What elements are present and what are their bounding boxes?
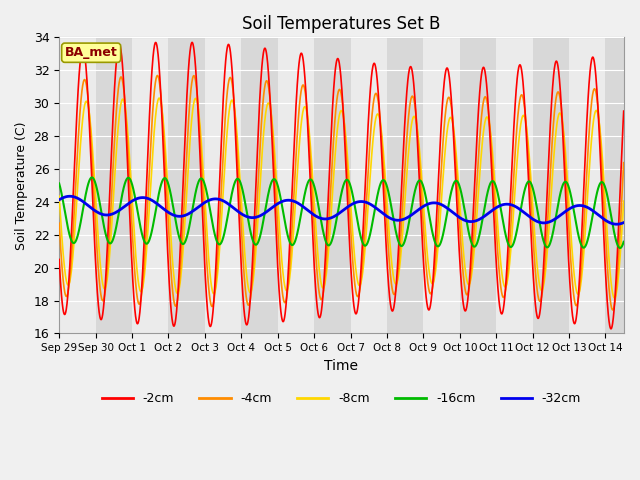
Bar [95,37,132,334]
Bar [132,37,168,334]
Bar [314,37,351,334]
Bar [59,37,95,334]
Bar [424,37,460,334]
Title: Soil Temperatures Set B: Soil Temperatures Set B [242,15,440,33]
X-axis label: Time: Time [324,359,358,372]
Y-axis label: Soil Temperature (C): Soil Temperature (C) [15,121,28,250]
Text: BA_met: BA_met [65,46,118,59]
Bar [496,37,532,334]
Bar [532,37,569,334]
Bar [278,37,314,334]
Bar [605,37,624,334]
Bar [168,37,205,334]
Bar [205,37,241,334]
Bar [569,37,605,334]
Bar [241,37,278,334]
Bar [351,37,387,334]
Legend: -2cm, -4cm, -8cm, -16cm, -32cm: -2cm, -4cm, -8cm, -16cm, -32cm [97,387,586,410]
Bar [460,37,496,334]
Bar [387,37,424,334]
